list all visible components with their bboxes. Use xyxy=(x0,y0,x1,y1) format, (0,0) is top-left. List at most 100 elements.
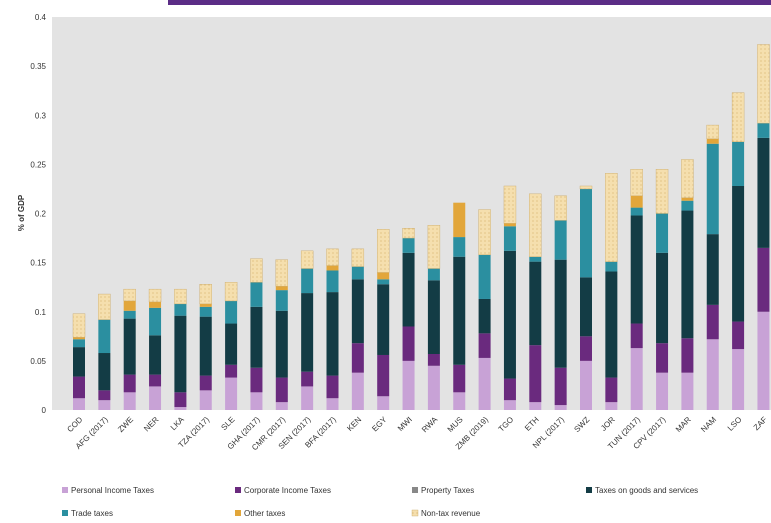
bar-segment xyxy=(757,123,770,138)
bar-segment xyxy=(275,377,288,403)
x-tick-label: COD xyxy=(65,415,84,434)
bar-segment xyxy=(402,252,415,327)
bar-segment xyxy=(225,377,238,410)
bar-segment xyxy=(478,298,491,334)
bar-segment xyxy=(757,247,770,312)
bar-segment xyxy=(98,400,111,410)
bar-segment xyxy=(275,290,288,311)
bar-segment xyxy=(351,279,364,344)
bar-segment xyxy=(579,185,593,190)
bar-segment xyxy=(478,254,491,299)
legend-label: Property Taxes xyxy=(421,486,474,495)
bar-segment xyxy=(427,268,440,281)
bar-segment xyxy=(427,225,441,269)
legend-label: Corporate Income Taxes xyxy=(244,486,331,495)
bar-segment xyxy=(656,213,669,253)
bar-segment xyxy=(580,277,592,337)
bar-segment xyxy=(731,92,745,142)
bar-segment xyxy=(123,392,136,410)
bar-segment xyxy=(326,270,339,293)
bar-segment xyxy=(605,173,618,262)
bar-segment xyxy=(453,237,466,257)
bar-segment xyxy=(503,250,516,379)
bar-segment xyxy=(275,402,288,410)
y-tick-label: 0.25 xyxy=(30,160,46,169)
y-tick-label: 0 xyxy=(42,406,47,415)
bar-segment xyxy=(503,226,516,251)
x-tick-label: ZAF xyxy=(752,415,769,432)
x-tick-label: NER xyxy=(142,415,160,433)
bar-segment xyxy=(377,279,390,285)
bar-segment xyxy=(123,310,136,319)
bar-segment xyxy=(732,185,745,322)
bar-segment xyxy=(529,256,542,262)
bar-segment xyxy=(199,390,212,410)
bar-segment xyxy=(706,304,719,340)
bar-segment xyxy=(402,360,415,410)
bar-segment xyxy=(301,386,314,410)
x-tick-label: TGO xyxy=(497,415,516,434)
bar-segment xyxy=(149,335,162,375)
x-tick-label: MWI xyxy=(396,415,414,433)
bar-segment xyxy=(630,215,643,324)
bar-segment xyxy=(225,323,238,365)
bar-segment xyxy=(123,374,136,393)
bar-segment xyxy=(427,280,440,354)
bar-segment xyxy=(149,301,162,308)
bar-segment xyxy=(630,207,643,216)
bar-segment xyxy=(377,229,390,273)
legend-swatch xyxy=(62,510,68,516)
bar-segment xyxy=(98,293,111,320)
bar-segment xyxy=(605,261,618,272)
bar-segment xyxy=(326,248,339,266)
bar-segment xyxy=(453,392,466,410)
y-tick-label: 0.4 xyxy=(35,13,47,22)
x-tick-label: MAR xyxy=(674,415,693,434)
bar-segment xyxy=(757,311,770,410)
bar-segment xyxy=(453,256,466,365)
bar-segment xyxy=(453,364,466,393)
legend-label: Taxes on goods and services xyxy=(595,486,698,495)
bar-segment xyxy=(326,398,339,410)
legend-label: Other taxes xyxy=(244,509,285,518)
bar-segment xyxy=(250,282,263,307)
bar-segment xyxy=(326,292,339,376)
bar-segment xyxy=(225,300,238,324)
bar-segment xyxy=(148,288,162,303)
y-tick-label: 0.3 xyxy=(35,111,47,120)
legend-swatch xyxy=(412,487,418,493)
bar-segment xyxy=(656,252,669,344)
bar-segment xyxy=(554,195,567,221)
bar-segment xyxy=(98,319,111,354)
bar-segment xyxy=(199,306,212,317)
bar-segment xyxy=(250,367,263,393)
bar-segment xyxy=(174,407,187,410)
bar-segment xyxy=(377,272,390,280)
bar-segment xyxy=(174,288,187,305)
bar-segment xyxy=(300,250,314,269)
bar-segment xyxy=(174,392,187,408)
bar-segment xyxy=(580,188,592,278)
bar-segment xyxy=(757,44,770,124)
bar-segment xyxy=(377,354,390,397)
bar-segment xyxy=(529,345,542,403)
bar-segment xyxy=(402,238,415,253)
bar-segment xyxy=(706,234,719,305)
legend-label: Trade taxes xyxy=(71,509,113,518)
bar-segment xyxy=(199,284,212,305)
bar-segment xyxy=(250,258,263,283)
y-tick-label: 0.1 xyxy=(35,308,47,317)
bar-segment xyxy=(706,143,719,235)
bar-segment xyxy=(427,353,440,366)
bar-segment xyxy=(605,377,618,403)
bar-segment xyxy=(250,306,263,368)
legend-label: Personal Income Taxes xyxy=(71,486,154,495)
bar-segment xyxy=(630,169,643,197)
legend-swatch xyxy=(235,510,241,516)
bar-segment xyxy=(427,365,440,410)
legend-swatch xyxy=(235,487,241,493)
bar-segment xyxy=(149,307,162,336)
bar-segment xyxy=(98,353,111,391)
